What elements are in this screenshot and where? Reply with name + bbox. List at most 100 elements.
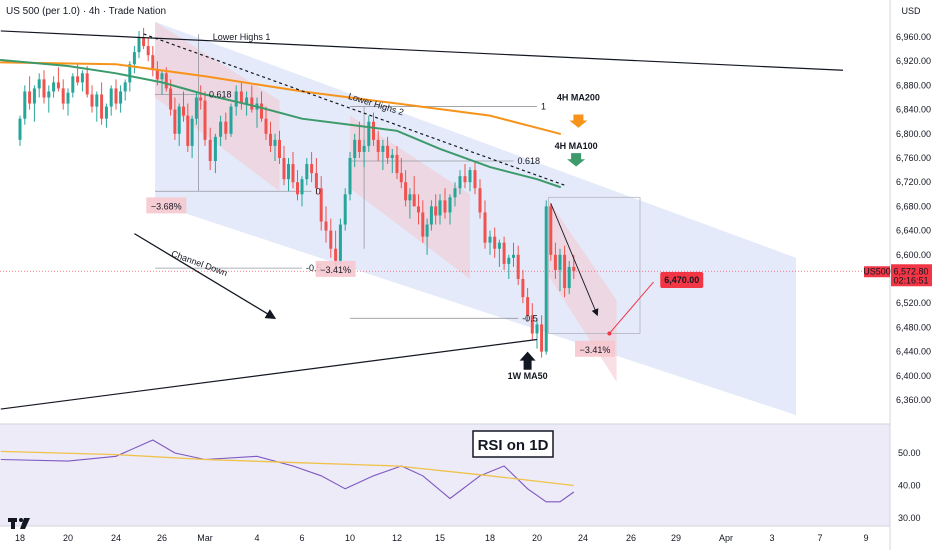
symbol-badge [864,266,890,278]
candle-body-106 [516,254,520,279]
rsi-tick-2: 40.00 [898,481,921,491]
time-tick-9: 12 [392,533,402,543]
candle-body-38 [194,97,198,119]
pct-box-3 [575,340,615,357]
trendline-2 [143,33,565,186]
price-tick-16: 6,360.00 [896,395,931,405]
price-tick-7: 6,720.00 [896,177,931,187]
candle-body-72 [357,139,361,152]
fib-level-label-1: 1 [541,102,546,112]
candle-body-48 [245,97,249,104]
fib-level-label-5: -0.5 [306,263,322,273]
current-price-badge [891,264,932,287]
candle-body-98 [478,188,482,213]
candle-body-59 [296,182,299,195]
ma100-arrow-icon [567,153,586,167]
candle-body-85 [417,206,420,213]
price-tick-8: 6,680.00 [896,201,931,211]
candle-body-70 [348,158,352,195]
candle-body-29 [155,70,159,80]
channel-down-band [155,21,797,416]
candle-body-55 [278,139,281,158]
candle-body-6 [47,91,51,98]
candle-body-103 [502,242,506,264]
candlestick-series [18,27,576,358]
candle-body-24 [132,52,136,65]
candle-body-64 [319,188,323,222]
candle-body-10 [66,92,70,104]
candle-body-47 [239,91,243,104]
candle-body-20 [114,88,118,104]
candle-body-62 [310,164,314,174]
candle-body-57 [287,164,290,180]
price-tick-9: 6,640.00 [896,226,931,236]
candle-body-77 [381,145,385,152]
candle-body-87 [425,224,429,237]
candle-body-61 [305,164,309,180]
candle-body-116 [563,254,567,289]
pct-label-3: −3.41% [580,345,611,355]
candle-body-1 [23,91,27,119]
pct-box-1 [146,197,187,214]
candle-body-52 [264,118,268,134]
candle-body-101 [493,236,497,249]
time-tick-7: 6 [299,533,304,543]
candle-body-43 [219,121,223,137]
time-tick-2: 20 [63,533,73,543]
candle-body-9 [61,88,65,104]
decline-box-1 [155,21,280,192]
candle-body-92 [448,197,452,213]
time-tick-5: Mar [197,533,213,543]
target-point [607,331,612,336]
candle-body-15 [90,94,94,107]
candle-body-54 [273,139,277,146]
current-price-countdown: 02:16:51 [893,275,928,285]
candle-body-21 [119,91,123,104]
candle-body-93 [453,188,457,198]
rsi-tick-1: 50.00 [898,448,921,458]
rsi-line-1 [0,439,575,503]
candle-body-37 [190,118,194,146]
candle-body-28 [151,55,155,71]
fib-level-label-6: -0.5 [522,313,538,323]
candle-body-73 [362,145,366,152]
candle-body-79 [390,154,394,158]
indicator-lines [0,30,844,503]
candle-body-63 [314,173,318,189]
candle-body-36 [186,115,190,146]
projection-box [548,196,641,334]
candle-body-113 [549,206,553,255]
candle-body-41 [208,139,212,162]
fib-level-label-2: 0.618 [209,89,232,99]
time-tick-1: 18 [15,533,25,543]
trendline-3 [134,233,277,319]
candle-body-84 [412,194,416,207]
candle-body-69 [343,194,347,225]
target-badge-label: 6,470.00 [664,275,699,285]
candle-body-78 [386,145,390,158]
pct-label-1: −3.68% [151,201,182,211]
candle-body-45 [229,106,233,134]
price-tick-3: 6,880.00 [896,80,931,90]
candle-body-100 [488,236,492,243]
price-tick-13: 6,480.00 [896,322,931,332]
projection-arrow [550,203,599,317]
price-tick-2: 6,920.00 [896,56,931,66]
candle-body-105 [512,254,515,258]
trendline-1 [0,30,844,71]
candle-body-86 [421,212,425,237]
candle-body-71 [353,139,357,158]
price-tick-15: 6,400.00 [896,371,931,381]
candle-body-26 [142,37,146,47]
candle-body-16 [95,94,99,107]
candle-body-88 [429,206,433,225]
ma50-arrow-icon [519,351,536,370]
candle-body-67 [334,248,338,261]
candle-body-22 [123,82,127,92]
candle-body-27 [146,46,150,56]
price-tick-14: 6,440.00 [896,347,931,357]
trendline-label-channel-down: Channel Down [170,248,229,278]
ma-label-2: 4H MA100 [555,141,598,151]
time-tick-13: 24 [578,533,588,543]
